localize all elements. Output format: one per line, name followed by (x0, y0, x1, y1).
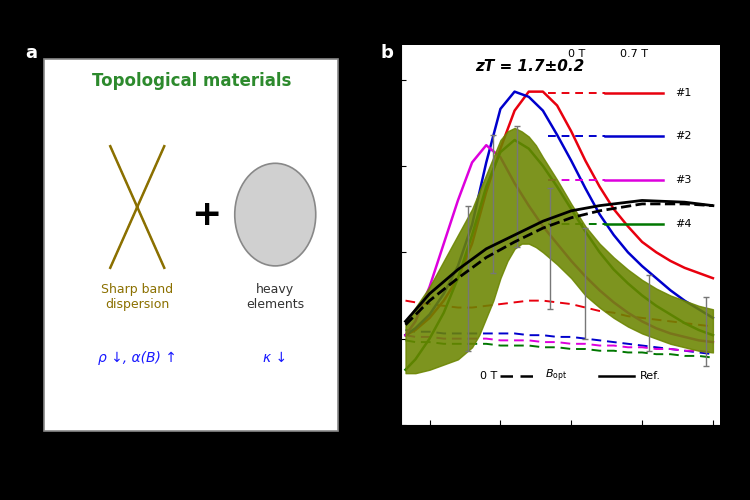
Text: ρ ↓, α(B) ↑: ρ ↓, α(B) ↑ (98, 352, 177, 366)
Text: 0 T: 0 T (568, 49, 585, 59)
Text: #3: #3 (675, 175, 692, 185)
FancyBboxPatch shape (44, 59, 338, 431)
Text: zT = 1.7±0.2: zT = 1.7±0.2 (475, 59, 584, 74)
Text: Topological materials: Topological materials (92, 72, 291, 90)
Text: Sharp band
dispersion: Sharp band dispersion (101, 283, 173, 311)
Text: #1: #1 (675, 88, 692, 98)
Text: $B_\mathsf{opt}$: $B_\mathsf{opt}$ (544, 368, 567, 384)
Y-axis label: zT: zT (356, 226, 370, 244)
Text: +: + (191, 198, 221, 232)
X-axis label: T (K): T (K) (542, 448, 579, 464)
Text: Ref.: Ref. (640, 370, 662, 380)
Text: 0 T: 0 T (480, 370, 496, 380)
Text: a: a (25, 44, 37, 62)
Text: 0.7 T: 0.7 T (620, 49, 648, 59)
Circle shape (235, 164, 316, 266)
Text: κ ↓: κ ↓ (263, 352, 287, 366)
Text: heavy
elements: heavy elements (246, 283, 304, 311)
Text: b: b (381, 44, 394, 62)
Text: #2: #2 (675, 131, 692, 141)
Text: #4: #4 (675, 218, 692, 228)
